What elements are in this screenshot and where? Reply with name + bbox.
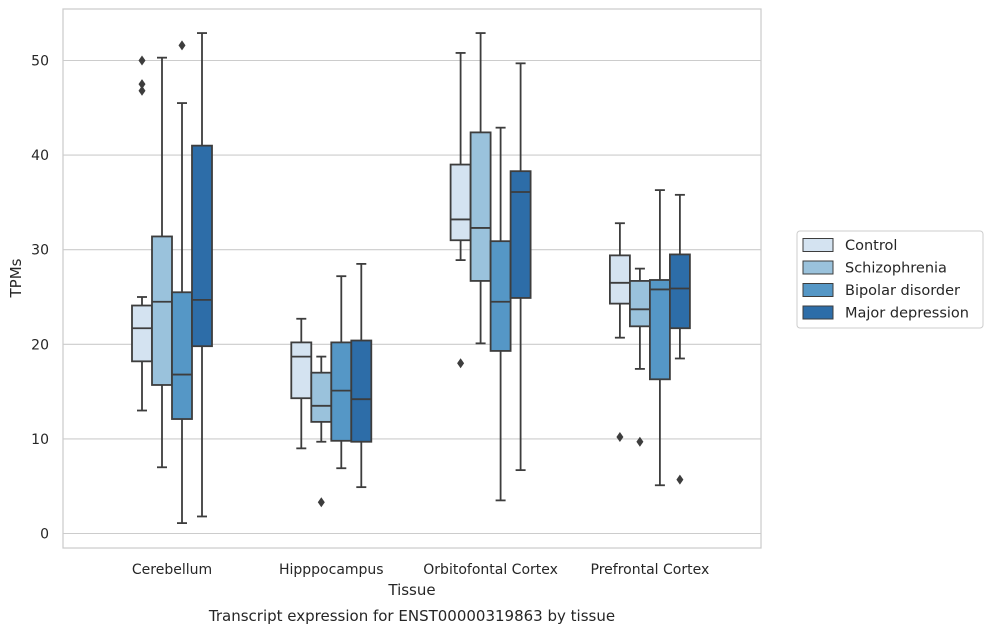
legend-label: Control — [845, 238, 897, 254]
series-major-depression — [191, 32, 691, 518]
x-axis-label: Tissue — [387, 581, 435, 599]
y-tick-label: 0 — [40, 527, 49, 543]
legend-swatch — [802, 260, 834, 275]
legend-item: Control — [802, 238, 897, 254]
series-bipolar-disorder — [171, 40, 671, 524]
outlier-point — [457, 358, 465, 369]
box-body — [649, 279, 671, 381]
box — [290, 317, 313, 450]
outlier-point — [616, 432, 624, 443]
box-body — [609, 254, 631, 305]
box — [649, 189, 671, 487]
box — [330, 275, 353, 470]
x-axis: Cerebellum Hipppocampus Orbitofontal Corte… — [132, 562, 709, 578]
box-body — [310, 371, 333, 423]
legend-item: Schizophrenia — [802, 260, 947, 277]
box-body — [449, 163, 472, 242]
outlier-point — [178, 40, 186, 51]
y-axis: 0 10 20 30 40 50 — [31, 54, 49, 543]
box — [489, 126, 512, 502]
box-body — [290, 341, 313, 400]
box-groups — [131, 32, 691, 524]
x-tick-label: Orbitofontal Cortex — [423, 562, 558, 578]
x-tick-label: Hipppocampus — [279, 562, 384, 578]
legend-swatch — [802, 305, 834, 320]
box — [350, 262, 373, 489]
legend-swatch — [802, 238, 834, 252]
box — [629, 267, 651, 447]
x-tick-label: Prefrontal Cortex — [591, 562, 710, 578]
box — [669, 193, 691, 485]
legend-item: Major depression — [802, 305, 969, 322]
legend: Control Schizophrenia Bipolar disorder Majo… — [796, 230, 984, 329]
outlier-point — [676, 474, 684, 485]
box-body — [330, 341, 353, 442]
box — [509, 62, 532, 472]
series-control — [131, 52, 631, 450]
legend-label: Schizophrenia — [845, 261, 947, 277]
box-body — [509, 170, 532, 299]
x-tick-label: Cerebellum — [132, 562, 212, 578]
legend-label: Major depression — [845, 306, 969, 322]
y-tick-label: 40 — [31, 148, 49, 164]
box-body — [171, 291, 193, 420]
box-body — [489, 240, 512, 352]
box-body — [131, 304, 153, 363]
legend-item: Bipolar disorder — [802, 283, 960, 299]
plot-area — [62, 8, 762, 549]
outlier-point — [138, 85, 146, 96]
legend-frame — [796, 230, 984, 329]
y-tick-label: 20 — [31, 337, 49, 353]
outlier-point — [138, 79, 146, 90]
chart-caption: Transcript expression for ENST0000031986… — [208, 607, 615, 625]
y-axis-label: TPMs — [7, 258, 25, 298]
legend-swatch — [802, 283, 834, 297]
box-body — [191, 144, 213, 348]
box-body — [350, 339, 373, 443]
box — [469, 32, 492, 345]
outlier-point — [636, 436, 644, 447]
box — [609, 222, 631, 443]
box-body — [629, 280, 651, 328]
box-body — [669, 253, 691, 330]
outlier-point — [138, 55, 146, 66]
box-body — [469, 131, 492, 282]
legend-label: Bipolar disorder — [845, 283, 960, 299]
outlier-point — [317, 497, 325, 508]
y-tick-label: 30 — [31, 243, 49, 259]
box — [191, 32, 213, 518]
y-tick-label: 10 — [31, 432, 49, 448]
legend-items: Control Schizophrenia Bipolar disorder Majo… — [802, 238, 969, 322]
y-tick-label: 50 — [31, 54, 49, 70]
box — [449, 52, 472, 369]
series-schizophrenia — [151, 32, 651, 508]
box-body — [151, 235, 173, 386]
box — [171, 40, 193, 524]
